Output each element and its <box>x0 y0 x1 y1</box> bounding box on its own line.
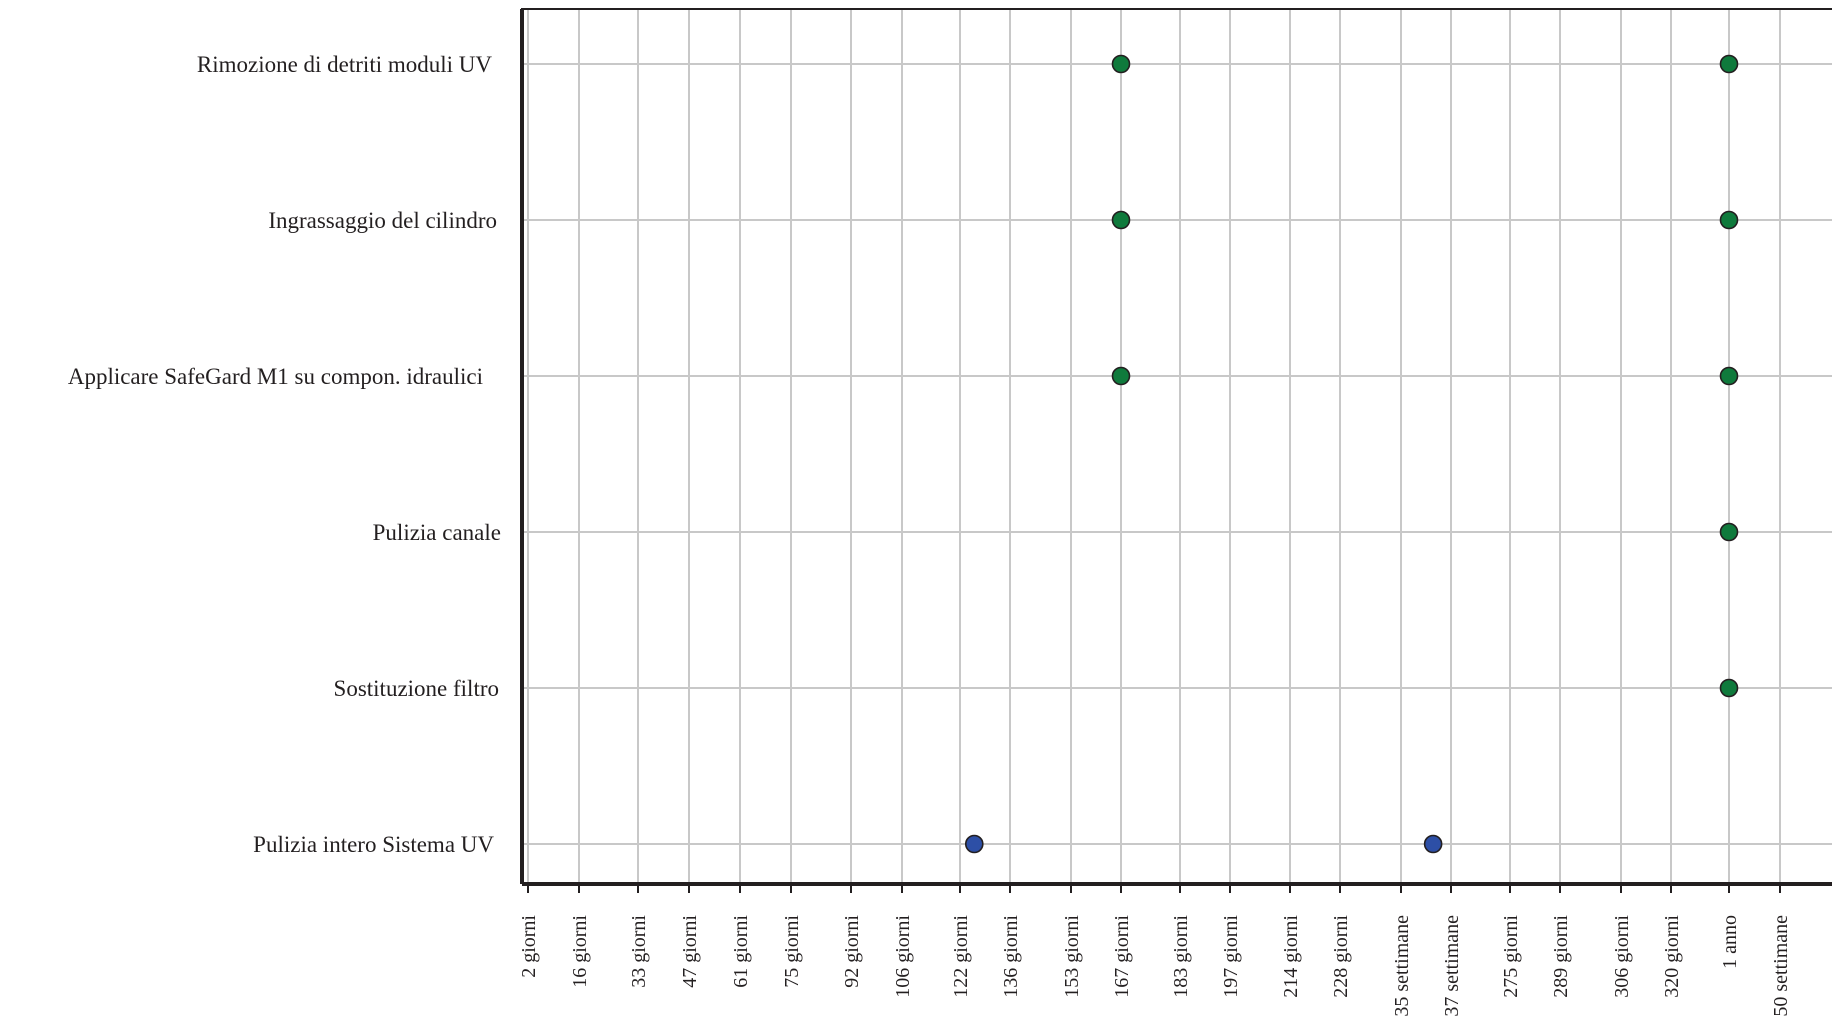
x-tick-label: 37 settimane <box>1441 915 1463 1017</box>
x-tick-label: 197 giorni <box>1220 915 1242 998</box>
point-rimozione-di-detriti-moduli-uv-167-giorni <box>1111 54 1131 74</box>
x-tick-label: 153 giorni <box>1061 915 1083 998</box>
x-tick-label: 1 anno <box>1719 915 1741 969</box>
plot-frame <box>521 8 1832 884</box>
x-tick-label: 289 giorni <box>1550 915 1572 998</box>
point-sostituzione-filtro-1-anno <box>1719 678 1739 698</box>
x-tick-label: 106 giorni <box>892 915 914 998</box>
vertical-gridlines <box>527 9 1781 884</box>
horizontal-gridlines <box>522 63 1832 845</box>
point-ingrassaggio-del-cilindro-1-anno <box>1719 210 1739 230</box>
point-ingrassaggio-del-cilindro-167-giorni <box>1111 210 1131 230</box>
y-label-ingrassaggio-del-cilindro: Ingrassaggio del cilindro <box>268 208 497 233</box>
x-tick-label: 275 giorni <box>1500 915 1522 998</box>
x-tick-label: 2 giorni <box>518 915 540 978</box>
x-tick-label: 136 giorni <box>1000 915 1022 998</box>
y-label-sostituzione-filtro: Sostituzione filtro <box>334 676 499 701</box>
x-tick-label: 122 giorni <box>950 915 972 998</box>
y-label-pulizia-intero-sistema-uv: Pulizia intero Sistema UV <box>253 832 494 857</box>
x-tick-label: 47 giorni <box>679 915 701 988</box>
x-tick-label: 16 giorni <box>569 915 591 988</box>
x-tick-label: 183 giorni <box>1170 915 1192 998</box>
point-rimozione-di-detriti-moduli-uv-1-anno <box>1719 54 1739 74</box>
x-tick-label: 320 giorni <box>1661 915 1683 998</box>
point-pulizia-intero-sistema-uv-122-giorni <box>964 834 984 854</box>
point-applicare-safegard-m1-su-compon-idraulici-1-anno <box>1719 366 1739 386</box>
y-label-pulizia-canale: Pulizia canale <box>373 520 501 545</box>
x-tick-label: 167 giorni <box>1111 915 1133 998</box>
y-label-rimozione-di-detriti-moduli-uv: Rimozione di detriti moduli UV <box>197 52 493 77</box>
x-tick-label: 228 giorni <box>1330 915 1352 998</box>
data-points <box>964 54 1739 854</box>
y-axis-labels: Rimozione di detriti moduli UV Ingrassagg… <box>68 52 501 857</box>
x-tick-label: 306 giorni <box>1611 915 1633 998</box>
point-pulizia-canale-1-anno <box>1719 522 1739 542</box>
x-tick-label: 75 giorni <box>781 915 803 988</box>
x-tick-label: 33 giorni <box>628 915 650 988</box>
x-axis-labels: 2 giorni 16 giorni 33 giorni 47 giorni 61 gi… <box>518 915 1792 1017</box>
point-pulizia-intero-sistema-uv-35-settimane <box>1423 834 1443 854</box>
x-axis-ticks <box>527 884 1781 893</box>
x-tick-label: 50 settimane <box>1770 915 1792 1017</box>
x-tick-label: 214 giorni <box>1280 915 1302 998</box>
x-tick-label: 92 giorni <box>841 915 863 988</box>
x-tick-label: 61 giorni <box>730 915 752 988</box>
point-applicare-safegard-m1-su-compon-idraulici-167-giorni <box>1111 366 1131 386</box>
y-label-applicare-safegard-m1-su-compon-idraulici: Applicare SafeGard M1 su compon. idrauli… <box>68 364 483 389</box>
x-tick-label: 35 settimane <box>1391 915 1413 1017</box>
